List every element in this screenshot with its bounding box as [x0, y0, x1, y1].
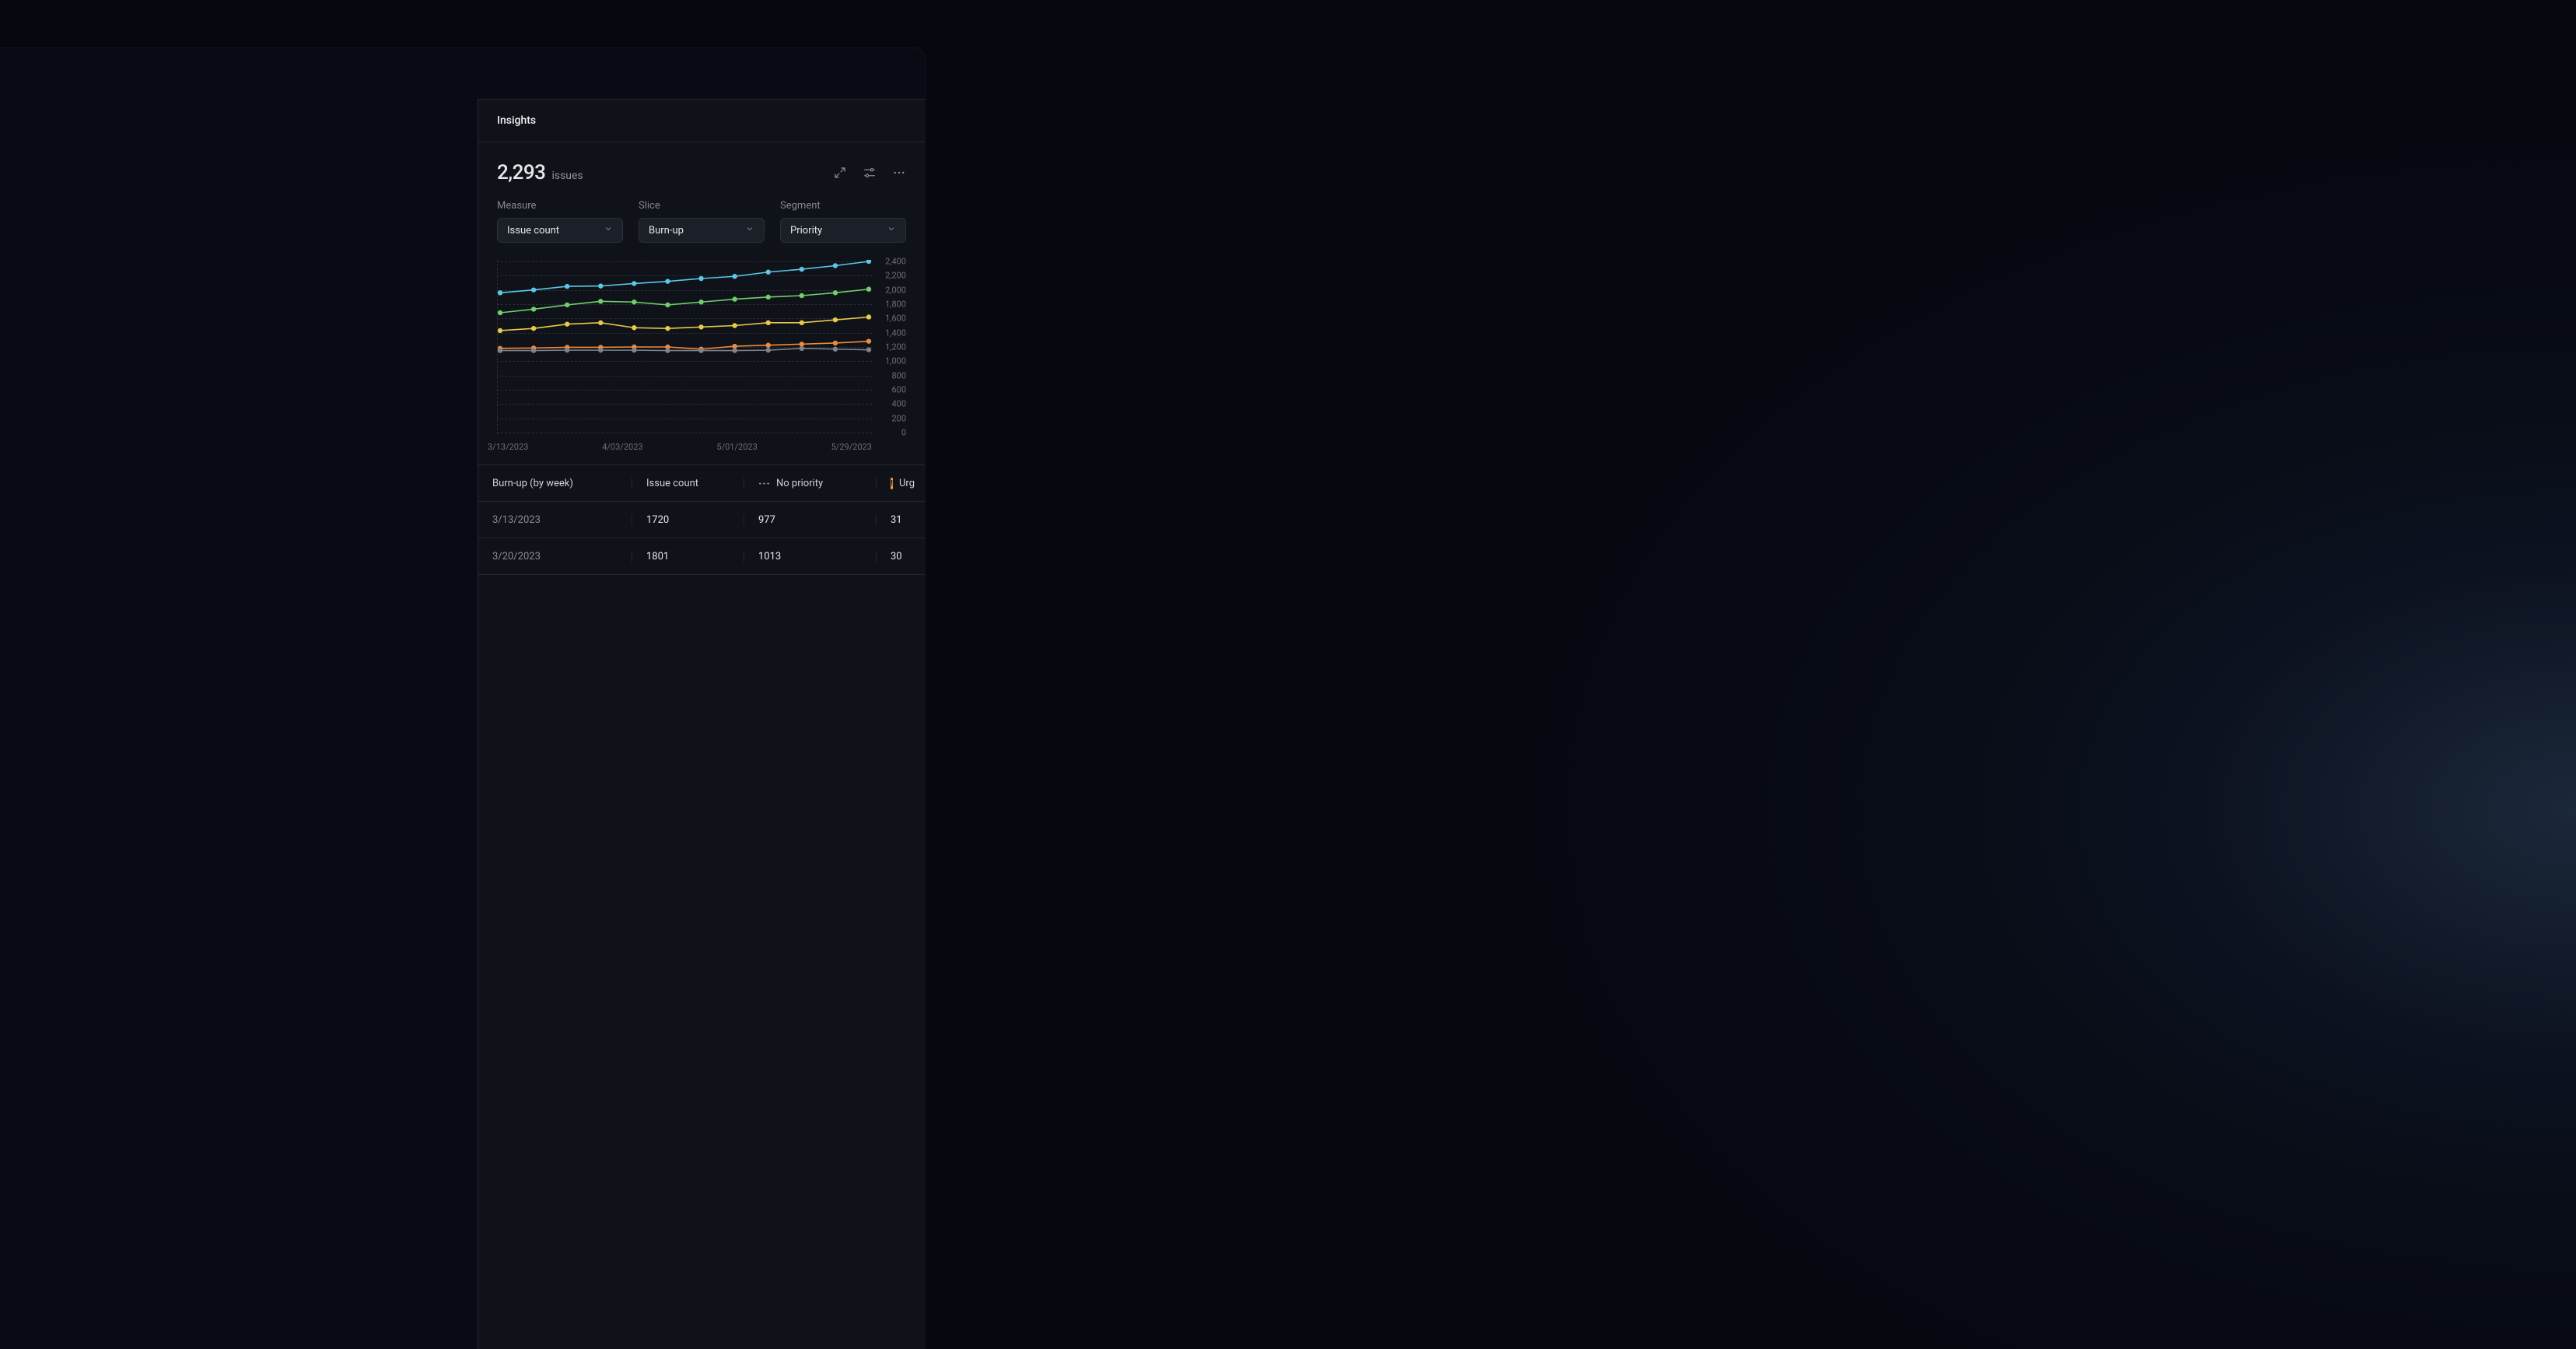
y-tick: 1,200 [885, 342, 906, 352]
urgent-icon: ! [891, 478, 893, 489]
y-tick: 1,400 [885, 328, 906, 338]
app-window: Insights 2,293 issues Measure [0, 47, 926, 1349]
y-axis: 2,400 2,200 2,000 1,800 1,600 1,400 1,200 1,000… [872, 260, 906, 434]
slice-value: Burn-up [649, 225, 684, 237]
x-tick: 3/13/2023 [488, 442, 528, 452]
y-tick: 1,000 [885, 356, 906, 366]
cell-date: 3/20/2023 [478, 551, 632, 562]
summary-row: 2,293 issues [478, 142, 925, 194]
x-axis: 3/13/20234/03/20235/01/20235/29/2023 [497, 434, 906, 452]
controls-row: Measure Issue count Slice Burn-up [478, 194, 925, 255]
cell-no-priority: 1013 [744, 551, 877, 562]
data-table: Burn-up (by week) Issue count No priorit… [478, 464, 925, 575]
y-tick: 1,800 [885, 300, 906, 310]
cell-urgent: 31 [877, 514, 925, 526]
issue-count-value: 2,293 [497, 161, 545, 184]
chart-plot [497, 260, 872, 434]
issue-count-label: issues [551, 170, 583, 182]
chevron-down-icon [887, 224, 896, 237]
more-icon[interactable] [892, 166, 906, 180]
measure-select[interactable]: Issue count [497, 218, 623, 243]
y-tick: 2,000 [885, 285, 906, 295]
x-tick: 4/03/2023 [602, 442, 642, 452]
y-tick: 1,600 [885, 314, 906, 324]
panel-title: Insights [478, 100, 925, 142]
x-tick: 5/29/2023 [831, 442, 872, 452]
y-tick: 400 [891, 399, 906, 409]
chevron-down-icon [745, 224, 754, 237]
col-no-priority: No priority [744, 478, 877, 489]
measure-label: Measure [497, 200, 623, 212]
expand-icon[interactable] [833, 166, 847, 180]
col-urgent: ! Urg [877, 478, 925, 489]
x-tick: 5/01/2023 [716, 442, 757, 452]
col-no-priority-label: No priority [776, 478, 823, 489]
insights-panel: Insights 2,293 issues Measure [478, 99, 925, 1349]
y-tick: 2,400 [885, 257, 906, 267]
segment-label: Segment [780, 200, 906, 212]
measure-value: Issue count [507, 225, 559, 237]
col-urgent-label: Urg [899, 478, 915, 489]
cell-urgent: 30 [877, 551, 925, 562]
cell-count: 1801 [632, 551, 744, 562]
table-header-row: Burn-up (by week) Issue count No priorit… [478, 465, 925, 502]
chevron-down-icon [604, 224, 613, 237]
y-tick: 0 [901, 428, 906, 438]
table-row[interactable]: 3/13/2023172097731 [478, 502, 925, 538]
cell-date: 3/13/2023 [478, 514, 632, 526]
no-priority-icon [758, 478, 770, 489]
segment-select[interactable]: Priority [780, 218, 906, 243]
cell-no-priority: 977 [744, 514, 877, 526]
y-tick: 2,200 [885, 271, 906, 281]
y-tick: 600 [891, 385, 906, 395]
segment-value: Priority [790, 225, 822, 237]
y-tick: 800 [891, 370, 906, 380]
cell-count: 1720 [632, 514, 744, 526]
slice-select[interactable]: Burn-up [639, 218, 765, 243]
col-issue-count: Issue count [632, 478, 744, 489]
y-tick: 200 [891, 413, 906, 423]
chart-area: 2,400 2,200 2,000 1,800 1,600 1,400 1,200 1,000… [478, 255, 925, 452]
slice-label: Slice [639, 200, 765, 212]
table-row[interactable]: 3/20/20231801101330 [478, 538, 925, 575]
sliders-icon[interactable] [863, 166, 877, 180]
col-burnup: Burn-up (by week) [478, 478, 632, 489]
